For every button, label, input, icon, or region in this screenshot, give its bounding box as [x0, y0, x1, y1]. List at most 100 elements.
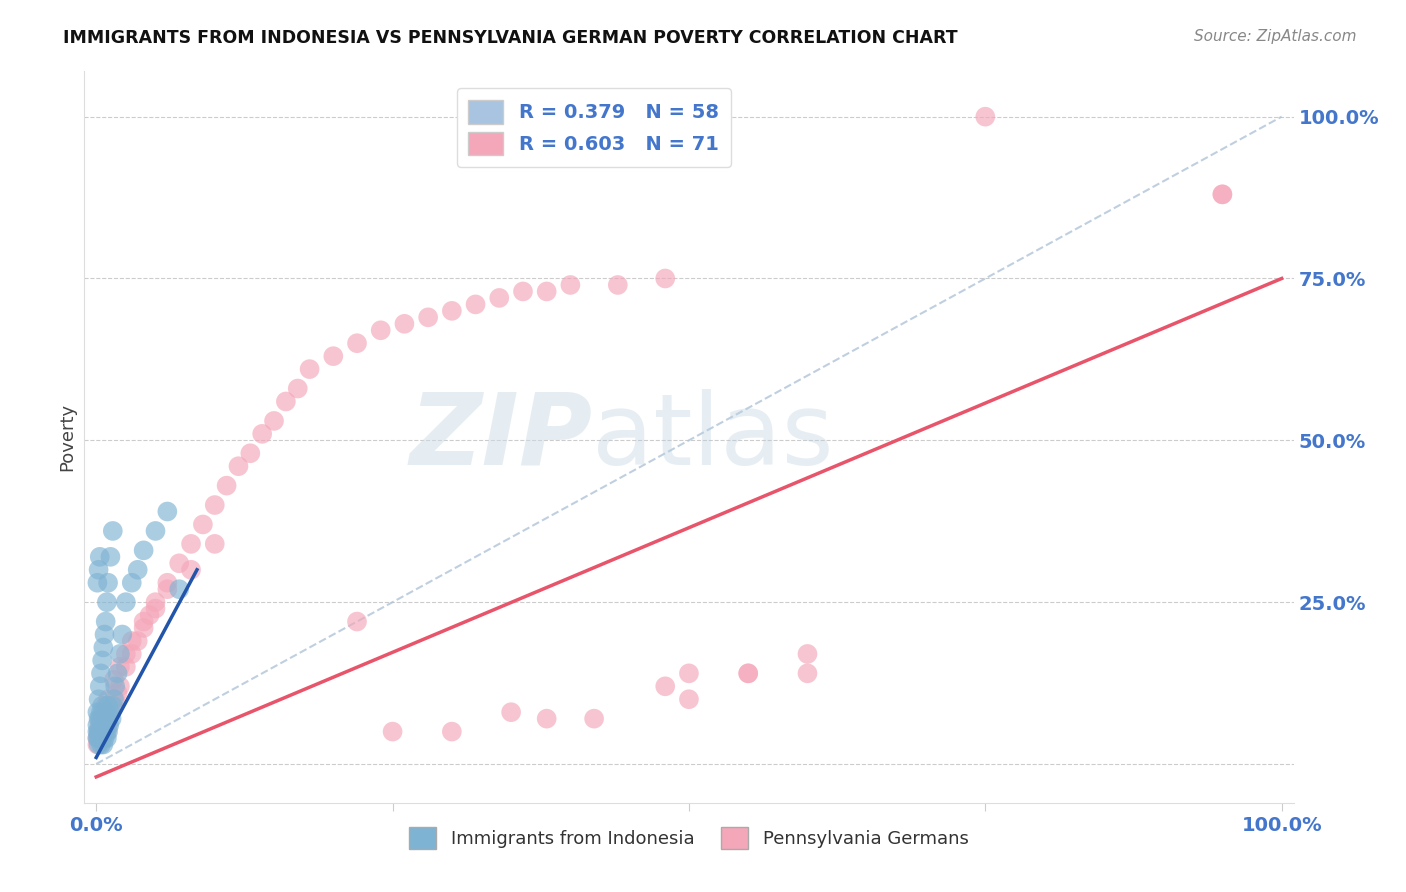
Point [204, 537, 226, 551]
Point [138, 608, 160, 623]
Point [91, 705, 114, 719]
Point [1211, 187, 1233, 202]
Point [132, 621, 155, 635]
Point [101, 698, 124, 713]
Point [250, 426, 273, 441]
Point [90, 718, 112, 732]
Point [91, 731, 114, 745]
Point [96, 595, 118, 609]
Point [512, 285, 534, 299]
Point [191, 517, 214, 532]
Point [86, 575, 108, 590]
Point [86, 705, 108, 719]
Point [606, 277, 628, 292]
Point [91, 653, 114, 667]
Point [654, 679, 676, 693]
Point [346, 615, 368, 629]
Point [86, 718, 108, 732]
Text: ZIP: ZIP [409, 389, 592, 485]
Point [89, 679, 111, 693]
Point [87, 712, 110, 726]
Point [156, 575, 179, 590]
Point [560, 277, 582, 292]
Point [145, 595, 167, 609]
Point [101, 524, 124, 538]
Point [115, 660, 138, 674]
Point [1211, 187, 1233, 202]
Point [204, 498, 226, 512]
Point [796, 666, 818, 681]
Point [89, 549, 111, 564]
Point [418, 310, 440, 325]
Point [107, 686, 129, 700]
Point [156, 504, 179, 518]
Point [97, 724, 120, 739]
Point [86, 724, 108, 739]
Point [132, 543, 155, 558]
Point [89, 712, 111, 726]
Point [91, 731, 114, 745]
Point [215, 478, 238, 492]
Point [180, 537, 202, 551]
Point [440, 724, 463, 739]
Point [93, 718, 115, 732]
Point [87, 692, 110, 706]
Point [91, 718, 114, 732]
Point [145, 524, 167, 538]
Point [104, 692, 127, 706]
Point [91, 712, 114, 726]
Point [97, 698, 120, 713]
Point [583, 712, 606, 726]
Point [394, 317, 416, 331]
Point [156, 582, 179, 597]
Point [94, 705, 117, 719]
Point [115, 647, 138, 661]
Point [167, 582, 190, 597]
Point [100, 549, 122, 564]
Point [678, 666, 700, 681]
Y-axis label: Poverty: Poverty [58, 403, 76, 471]
Point [93, 627, 115, 641]
Point [322, 349, 344, 363]
Point [94, 698, 117, 713]
Point [737, 666, 759, 681]
Point [111, 627, 134, 641]
Point [298, 362, 321, 376]
Point [228, 459, 250, 474]
Point [121, 634, 143, 648]
Point [108, 660, 131, 674]
Point [89, 731, 111, 745]
Point [94, 615, 117, 629]
Point [121, 575, 143, 590]
Point [96, 712, 118, 726]
Point [89, 724, 111, 739]
Point [346, 336, 368, 351]
Point [89, 718, 111, 732]
Point [104, 679, 127, 693]
Point [263, 414, 285, 428]
Point [97, 692, 120, 706]
Point [93, 712, 115, 726]
Point [145, 601, 167, 615]
Point [97, 718, 120, 732]
Point [678, 692, 700, 706]
Point [121, 647, 143, 661]
Point [94, 712, 117, 726]
Point [90, 666, 112, 681]
Point [381, 724, 404, 739]
Point [796, 647, 818, 661]
Point [536, 285, 558, 299]
Point [488, 291, 510, 305]
Point [90, 738, 112, 752]
Point [94, 724, 117, 739]
Point [87, 724, 110, 739]
Point [440, 303, 463, 318]
Point [115, 595, 138, 609]
Point [127, 563, 149, 577]
Point [180, 563, 202, 577]
Point [107, 666, 129, 681]
Point [100, 712, 122, 726]
Point [91, 640, 114, 655]
Point [132, 615, 155, 629]
Point [127, 634, 149, 648]
